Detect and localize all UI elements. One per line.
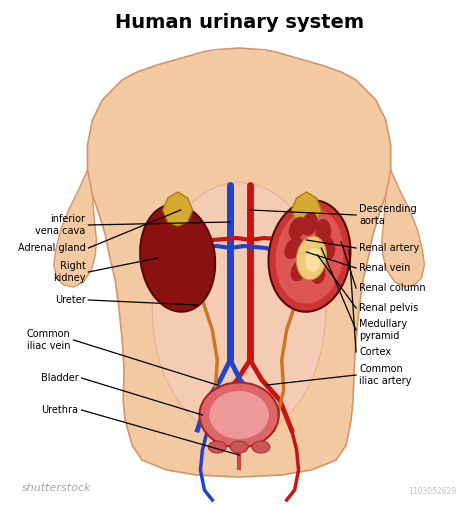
Text: 1103052629: 1103052629: [408, 487, 456, 496]
Text: Renal artery: Renal artery: [359, 243, 419, 253]
Text: inferior
vena cava: inferior vena cava: [35, 214, 85, 236]
Ellipse shape: [289, 217, 307, 239]
Text: shutterstock: shutterstock: [22, 483, 91, 493]
Ellipse shape: [209, 441, 226, 453]
Text: Common
iliac vein: Common iliac vein: [27, 329, 71, 351]
Ellipse shape: [310, 260, 325, 284]
Ellipse shape: [188, 234, 208, 262]
Ellipse shape: [252, 441, 270, 453]
Polygon shape: [88, 48, 391, 477]
Text: Urethra: Urethra: [42, 405, 79, 415]
Ellipse shape: [140, 204, 215, 312]
Polygon shape: [292, 192, 321, 226]
Text: Bladder: Bladder: [41, 373, 79, 383]
Text: Cortex: Cortex: [359, 347, 391, 357]
Ellipse shape: [319, 236, 335, 260]
Text: Adrenal gland: Adrenal gland: [18, 243, 85, 253]
Text: Renal pelvis: Renal pelvis: [359, 303, 418, 313]
Ellipse shape: [210, 391, 269, 439]
Text: Common
iliac artery: Common iliac artery: [359, 364, 411, 386]
Text: Human urinary system: Human urinary system: [115, 13, 364, 31]
Ellipse shape: [291, 259, 309, 281]
Text: Descending
aorta: Descending aorta: [359, 204, 417, 226]
Ellipse shape: [275, 208, 344, 304]
Ellipse shape: [305, 248, 321, 272]
Ellipse shape: [268, 200, 350, 312]
Ellipse shape: [301, 212, 318, 236]
Ellipse shape: [297, 234, 317, 262]
Text: Renal column: Renal column: [359, 283, 426, 293]
Ellipse shape: [284, 237, 303, 259]
Text: Ureter: Ureter: [55, 295, 85, 305]
Text: Renal vein: Renal vein: [359, 263, 410, 273]
Ellipse shape: [296, 236, 327, 280]
Text: Medullary
pyramid: Medullary pyramid: [359, 319, 407, 341]
Polygon shape: [209, 50, 270, 90]
Ellipse shape: [315, 219, 331, 243]
Ellipse shape: [200, 382, 279, 447]
Ellipse shape: [152, 182, 326, 437]
Polygon shape: [163, 192, 192, 226]
Polygon shape: [382, 170, 424, 287]
Text: Right
kidney: Right kidney: [53, 261, 85, 283]
Polygon shape: [54, 170, 96, 287]
Ellipse shape: [230, 441, 248, 453]
